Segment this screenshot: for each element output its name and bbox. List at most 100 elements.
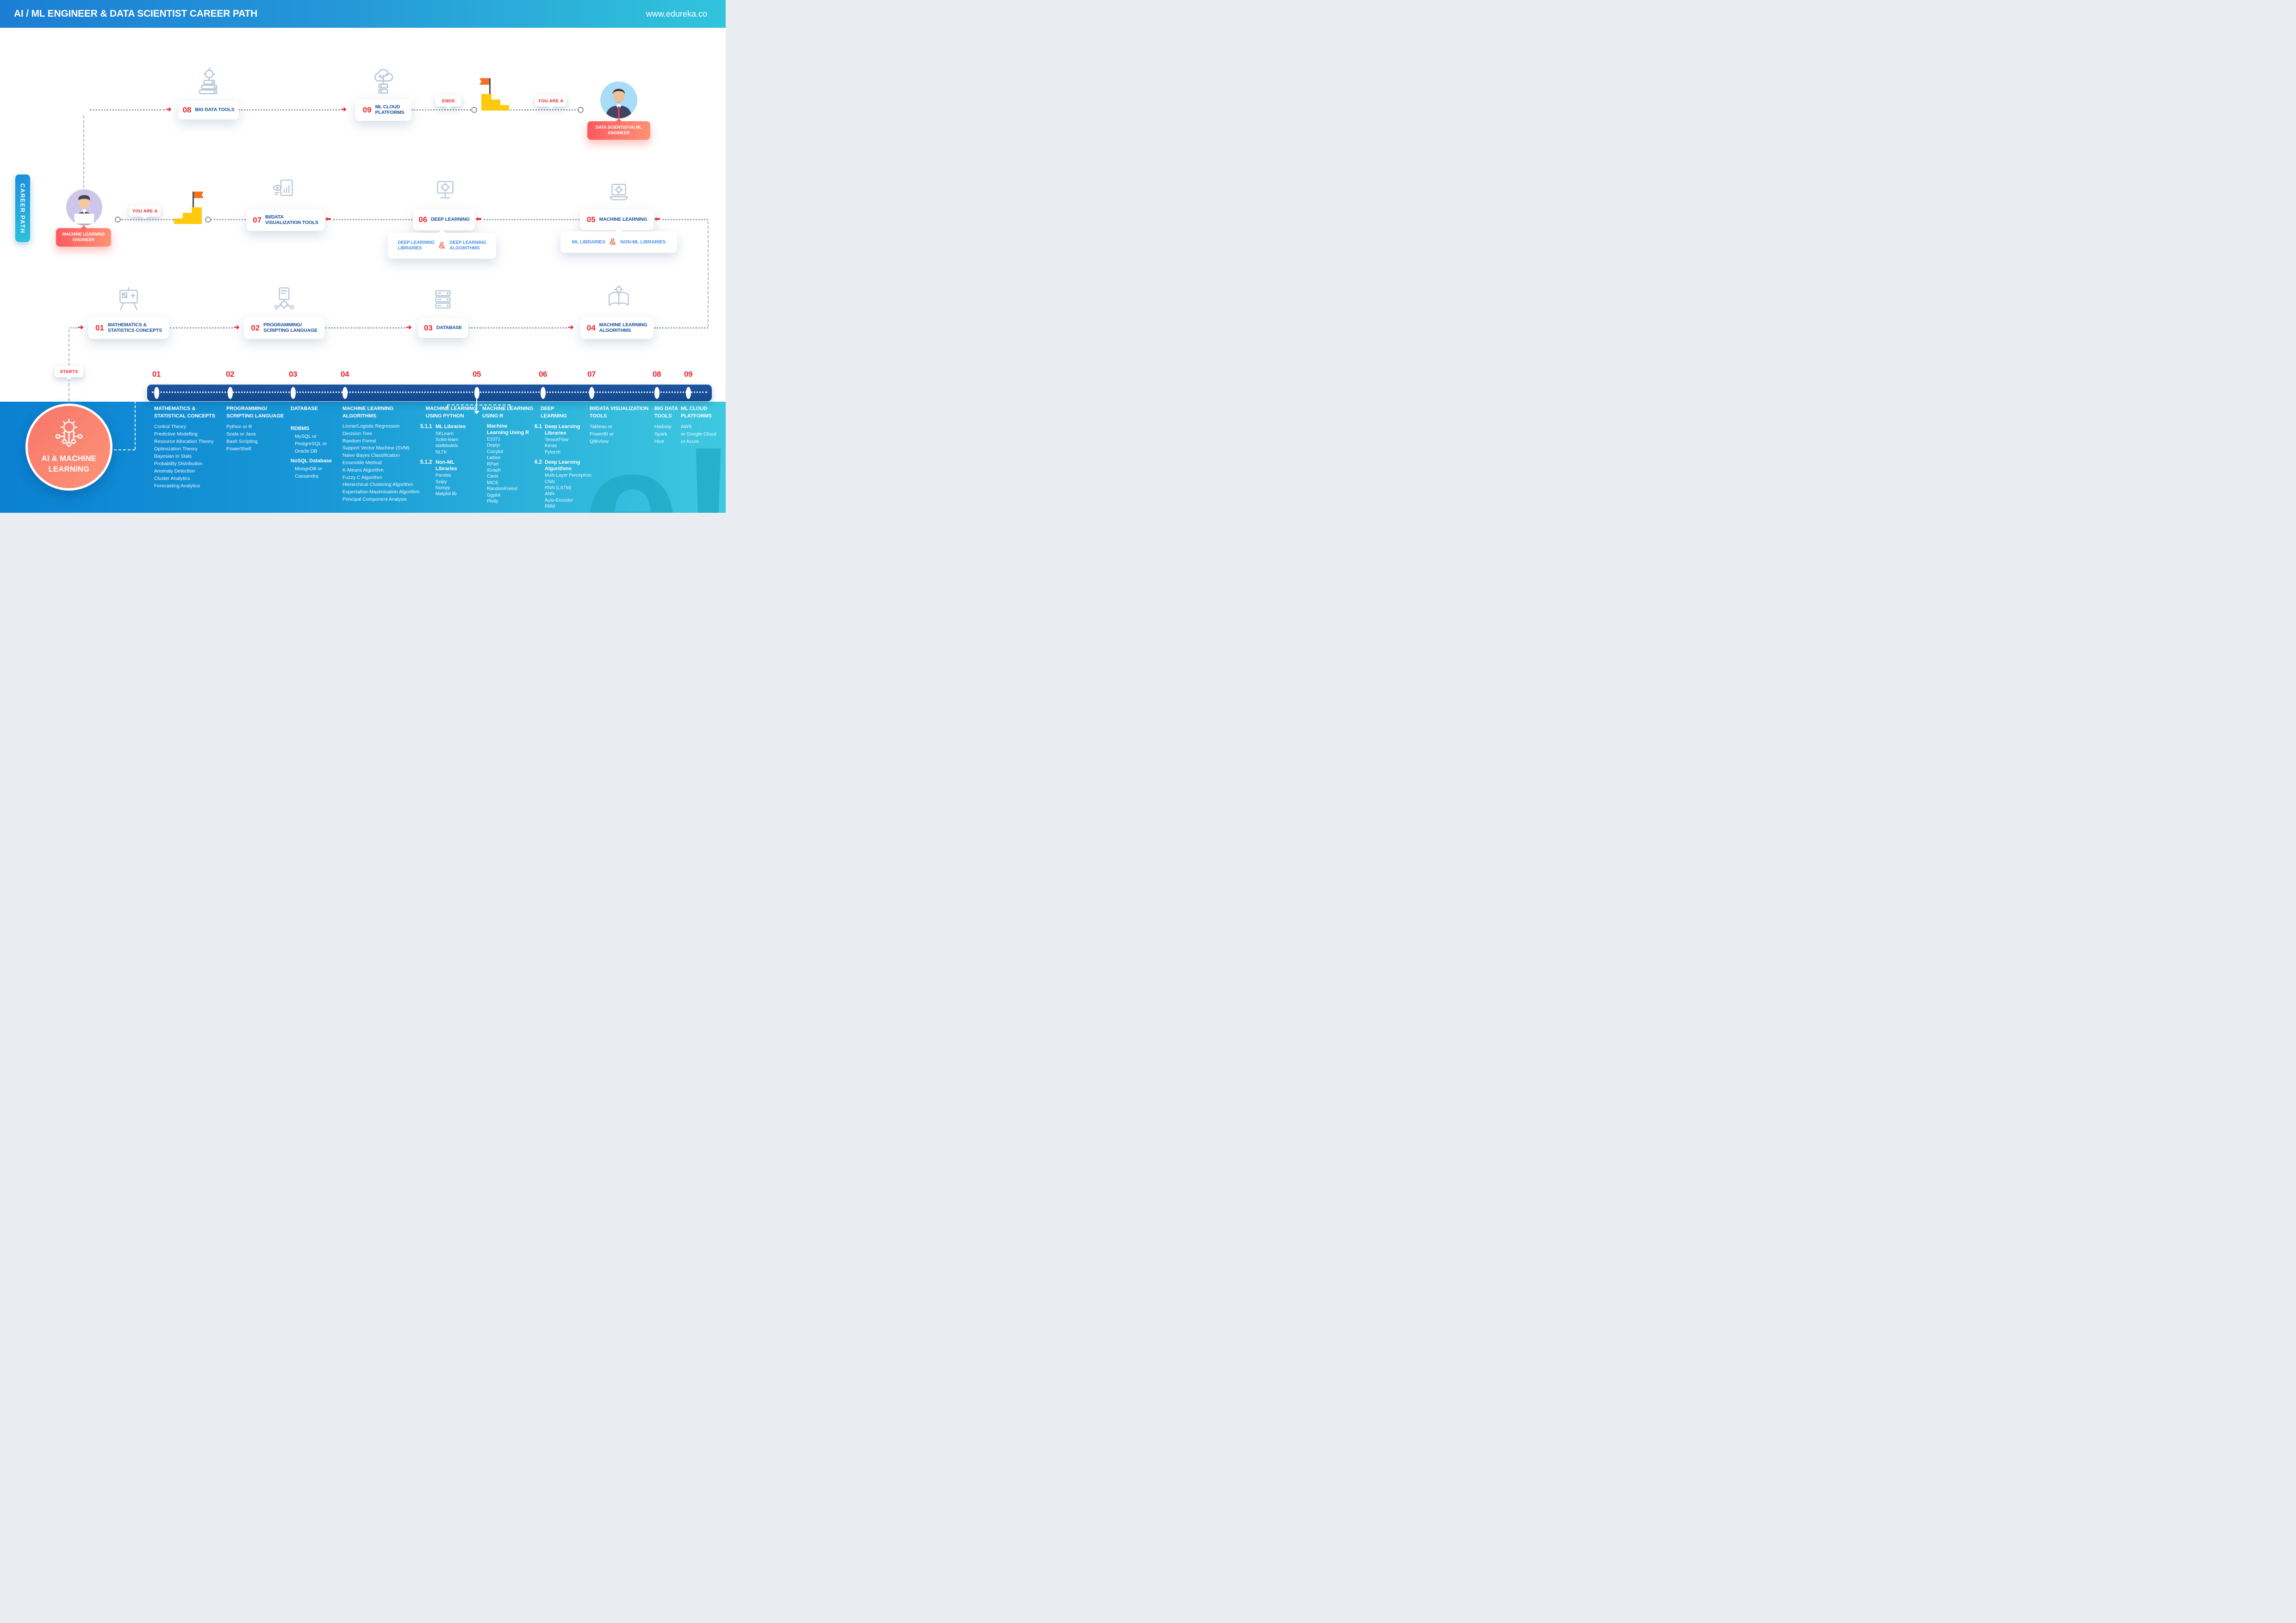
- list-item: CNN: [545, 479, 555, 485]
- flag-stairs-icon: [174, 192, 204, 224]
- column-04-ml-algorithms: MACHINE LEARNING ALGORITHMS Linear/Logist…: [342, 405, 419, 504]
- connector-start-vertical-lower: [68, 379, 69, 401]
- path-node-icon: [205, 217, 211, 223]
- step-02-programming-scripting[interactable]: 02 PROGRAMMING/SCRIPTING LANGUAGE: [244, 317, 324, 339]
- list-item: RNN (LSTM): [545, 485, 572, 491]
- arrow-left-icon: ⬅: [654, 215, 660, 223]
- step-number: 04: [586, 323, 596, 332]
- timeline-dot-06: [541, 387, 546, 399]
- list-item: QlikView: [590, 439, 609, 444]
- step-06-deep-learning[interactable]: 06 DEEP LEARNING: [413, 209, 475, 230]
- step-07-bi-data-visualization[interactable]: 07 BI/DATA VISUALIZATION TOOLS: [247, 209, 324, 231]
- list-item: or Azure: [681, 439, 699, 444]
- step-label: DEEP LEARNING: [431, 217, 470, 223]
- list-item: Pytorch: [545, 449, 560, 455]
- timeline-number: 02: [226, 370, 234, 379]
- r-libraries-items: E1071 Deplyr Corrplot Lattice RPart iGraph Car…: [487, 436, 533, 504]
- step-label: PLATFORMS: [375, 109, 404, 115]
- connector-09-to-ends: [411, 109, 473, 111]
- arrow-right-icon: ➔: [166, 106, 172, 113]
- step-label: ALGORITHMS: [599, 328, 631, 333]
- list-item: Oracle DB: [295, 448, 317, 454]
- curriculum-band: e!: [0, 402, 726, 513]
- step-04-ml-algorithms[interactable]: 04 MACHINE LEARNING ALGORITHMS: [580, 317, 653, 339]
- step-label: VISUALIZATION TOOLS: [265, 219, 318, 225]
- section-title: Deep Learning Algorithms: [545, 460, 580, 472]
- deep-learning-callout: DEEP LEARNING LIBRARIES & DEEP LEARNING AL…: [388, 233, 496, 259]
- step-09-ml-cloud-platforms[interactable]: 09 ML CLOUD PLATFORMS: [355, 99, 411, 121]
- callout-text: ML LIBRARIES: [572, 239, 605, 245]
- step-03-database[interactable]: 03 DATABASE: [418, 318, 468, 338]
- list-item: Bash Scripting: [226, 439, 258, 444]
- ampersand: &: [609, 236, 616, 247]
- step-number: 07: [253, 215, 262, 224]
- timeline-number: 01: [152, 370, 161, 379]
- header-bar: AI / ML ENGINEER & DATA SCIENTIST CAREER…: [0, 0, 726, 28]
- timeline-dot-02: [228, 387, 233, 399]
- connector-circle-to-timeline-h: [114, 449, 135, 450]
- list-item: Deplyr: [487, 443, 500, 448]
- bigdata-gear-icon: [199, 68, 218, 94]
- career-path-infographic: AI / ML ENGINEER & DATA SCIENTIST CAREER…: [0, 0, 726, 513]
- column-header: BIG DATA TOOLS: [654, 406, 678, 419]
- list-item: Scikit-learn: [436, 437, 459, 442]
- connector-04-to-corner: [654, 327, 708, 329]
- monitor-gear-icon: [437, 181, 454, 199]
- ends-bubble: ENDS: [436, 95, 461, 106]
- timeline-dot-07: [589, 387, 594, 399]
- list-item: Support Vector Machine (SVM): [342, 445, 410, 451]
- connector-start-to-01: [70, 327, 77, 329]
- nosql-items: MongoDB or Cassandra: [291, 465, 332, 480]
- website-link[interactable]: www.edureka.co: [646, 9, 707, 19]
- list-item: PostgreSQL or: [295, 441, 327, 447]
- dl-algorithms-items: Multi-Layer Perceptron CNN RNN (LSTM) ANN Au…: [545, 473, 591, 510]
- non-ml-libraries-items: Pandas Scipy Numpy Matplot lib: [436, 473, 457, 497]
- step-01-mathematics-statistics[interactable]: 01 MATHEMATICS & STATISTICS CONCEPTS: [88, 317, 169, 339]
- role-label: ENGINEER: [608, 131, 630, 135]
- list-item: Resource Allocation Theory: [154, 439, 214, 444]
- list-item: Numpy: [436, 485, 450, 491]
- list-item: PowerShell: [226, 446, 251, 452]
- list-item: Hadoop: [654, 424, 672, 429]
- column-header: PROGRAMMING/SCRIPTING LANGUAGE: [226, 406, 284, 419]
- step-label: BI/DATA: [265, 214, 284, 220]
- timeline-number: 03: [289, 370, 297, 379]
- list-item: Multi-Layer Perceptron: [545, 473, 592, 479]
- column-items: Python or R Scala or Java Bash Scripting Po…: [226, 423, 284, 453]
- edureka-watermark-logo: e!: [583, 411, 726, 513]
- column-header: ML CLOUD PLATFORMS: [681, 406, 712, 419]
- step-05-machine-learning[interactable]: 05 MACHINE LEARNING: [580, 209, 653, 230]
- data-scientist-avatar: [600, 81, 637, 118]
- list-item: Cassandra: [295, 473, 318, 479]
- timeline-number: 05: [473, 370, 481, 379]
- timeline-dot-04: [342, 387, 348, 399]
- list-item: Probability Distribution: [154, 461, 203, 466]
- nosql-subhead: NoSQL Database: [291, 458, 332, 464]
- column-items: AWS or Google Cloud or Azure: [681, 423, 716, 445]
- step-08-big-data-tools[interactable]: 08 BIG DATA TOOLS: [178, 101, 239, 119]
- connector-start-vertical-upper: [68, 330, 69, 366]
- list-item: Python or R: [226, 424, 252, 429]
- ai-circuit-icon: [55, 418, 83, 447]
- list-item: Hive: [654, 439, 665, 444]
- arrow-down-icon: [474, 411, 479, 417]
- step-label: ML CLOUD: [375, 104, 400, 110]
- connector-05-to-06: [484, 219, 579, 220]
- connector-03-to-04: [469, 327, 567, 329]
- chart-eye-icon: [273, 180, 293, 196]
- blackboard-math-icon: [119, 287, 138, 310]
- list-item: Optimization Theory: [154, 446, 198, 452]
- connector-corner-to-05: [662, 219, 708, 220]
- section-number: 5.1.2: [420, 460, 432, 466]
- list-item: Spark: [654, 431, 667, 437]
- connector-02-to-03: [325, 327, 405, 329]
- list-item: Pandas: [436, 473, 451, 479]
- column-07-bi-tools: BI/DATA VISUALIZATION TOOLS Tableau or Pow…: [590, 405, 648, 445]
- step-label: BIG DATA TOOLS: [195, 107, 235, 113]
- column-header: DATABASE: [291, 406, 318, 411]
- section-title: Deep Learning Libraries: [545, 424, 580, 436]
- section-title: Machine Learning Using R: [487, 423, 529, 435]
- column-02-programming: PROGRAMMING/SCRIPTING LANGUAGE Python or…: [226, 405, 284, 453]
- timeline-dot-09: [686, 387, 691, 399]
- list-item: K-Means Algorithm: [342, 467, 384, 473]
